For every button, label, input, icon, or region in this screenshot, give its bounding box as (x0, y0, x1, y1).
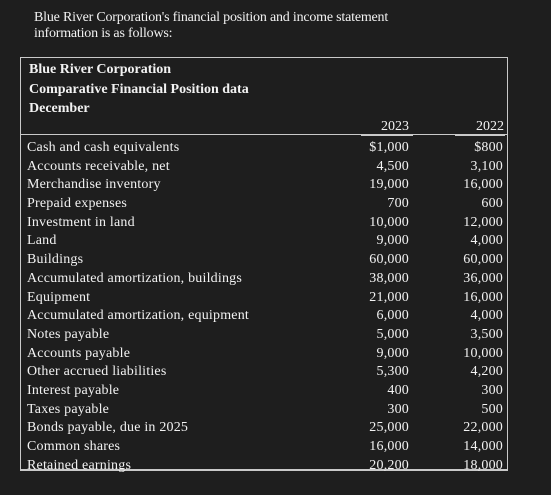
value-2023: 400 (387, 382, 409, 398)
value-2022: 16,000 (463, 177, 503, 193)
value-2022: 300 (481, 382, 503, 398)
company-name: Blue River Corporation (29, 62, 172, 77)
value-2023: 9,000 (376, 233, 409, 249)
statement-period: December (29, 101, 90, 116)
table-row: Accounts receivable, net 4,500 3,100 (21, 158, 507, 177)
table-row: Buildings 60,000 60,000 (21, 251, 507, 270)
value-2023: 6,000 (376, 308, 409, 324)
table-row: Prepaid expenses 700 600 (21, 195, 507, 214)
row-label: Accumulated amortization, buildings (27, 270, 243, 286)
column-header-2022: 2022 (476, 119, 504, 134)
table-row: Interest payable 400 300 (21, 382, 507, 401)
value-2022: 3,100 (470, 158, 503, 174)
value-2023: 300 (387, 401, 409, 417)
financial-position-table: Blue River Corporation Comparative Finan… (20, 57, 508, 473)
value-2022: 60,000 (463, 252, 503, 268)
row-label: Interest payable (27, 382, 120, 398)
table-row: Equipment 21,000 16,000 (21, 289, 507, 308)
table-row: Taxes payable 300 500 (21, 401, 507, 420)
value-2022: 16,000 (463, 289, 503, 305)
row-label: Accumulated amortization, equipment (27, 308, 249, 324)
column-rule-2022 (455, 135, 505, 136)
row-label: Equipment (27, 289, 91, 305)
value-2023: $1,000 (369, 140, 409, 155)
table-row: Merchandise inventory 19,000 16,000 (21, 176, 507, 195)
value-2022: 18,000 (463, 457, 503, 473)
table-body: Cash and cash equivalents $1,000 $800 Accou… (21, 139, 507, 475)
value-2022: 10,000 (463, 345, 503, 361)
row-label: Cash and cash equivalents (27, 140, 180, 155)
row-label: Prepaid expenses (27, 196, 128, 212)
value-2022: 12,000 (463, 214, 503, 230)
value-2023: 4,500 (376, 158, 409, 174)
value-2023: 9,000 (376, 345, 409, 361)
value-2023: 16,000 (369, 439, 409, 454)
intro-text: Blue River Corporation's financial posit… (34, 10, 389, 41)
row-label: Bonds payable, due in 2025 (27, 420, 189, 436)
row-label: Land (27, 233, 57, 249)
value-2023: 10,000 (369, 214, 409, 230)
value-2022: 4,200 (470, 364, 503, 380)
table-row: Land 9,000 4,000 (21, 232, 507, 251)
value-2022: 36,000 (463, 270, 503, 286)
value-2023: 19,000 (369, 177, 409, 193)
value-2023: 5,000 (376, 326, 409, 342)
table-row: Notes payable 5,000 3,500 (21, 326, 507, 345)
row-label: Investment in land (27, 214, 135, 230)
column-header-2023: 2023 (381, 119, 409, 134)
statement-title: Comparative Financial Position data (29, 82, 249, 97)
row-label: Accounts receivable, net (27, 158, 170, 174)
value-2022: 600 (481, 196, 503, 212)
table-row: Cash and cash equivalents $1,000 $800 (21, 139, 507, 158)
row-label: Taxes payable (27, 401, 110, 417)
row-label: Other accrued liabilities (27, 364, 167, 380)
value-2022: 22,000 (463, 420, 503, 436)
table-header: Blue River Corporation Comparative Finan… (21, 58, 507, 135)
table-row: Accumulated amortization, equipment 6,000… (21, 307, 507, 326)
table-bottom-rule (21, 469, 507, 470)
value-2023: 700 (387, 196, 409, 212)
column-rule-2023 (361, 135, 413, 136)
value-2023: 38,000 (369, 270, 409, 286)
row-label: Retained earnings (27, 457, 132, 473)
row-label: Common shares (27, 439, 121, 454)
value-2022: 4,000 (470, 308, 503, 324)
value-2022: 4,000 (470, 233, 503, 249)
value-2022: 3,500 (470, 326, 503, 342)
table-row: Common shares 16,000 14,000 (21, 438, 507, 457)
table-row: Bonds payable, due in 2025 25,000 22,000 (21, 419, 507, 438)
value-2022: 14,000 (463, 439, 503, 454)
value-2023: 25,000 (369, 420, 409, 436)
table-row: Retained earnings 20,200 18,000 (21, 457, 507, 476)
value-2023: 20,200 (369, 457, 409, 473)
table-row: Investment in land 10,000 12,000 (21, 214, 507, 233)
table-row: Accumulated amortization, buildings 38,00… (21, 270, 507, 289)
row-label: Merchandise inventory (27, 177, 161, 193)
row-label: Buildings (27, 252, 84, 268)
value-2023: 21,000 (369, 289, 409, 305)
row-label: Notes payable (27, 326, 110, 342)
value-2022: 500 (481, 401, 503, 417)
value-2023: 60,000 (369, 252, 409, 268)
row-label: Accounts payable (27, 345, 131, 361)
value-2023: 5,300 (376, 364, 409, 380)
value-2022: $800 (474, 140, 503, 155)
table-row: Other accrued liabilities 5,300 4,200 (21, 363, 507, 382)
table-row: Accounts payable 9,000 10,000 (21, 345, 507, 364)
